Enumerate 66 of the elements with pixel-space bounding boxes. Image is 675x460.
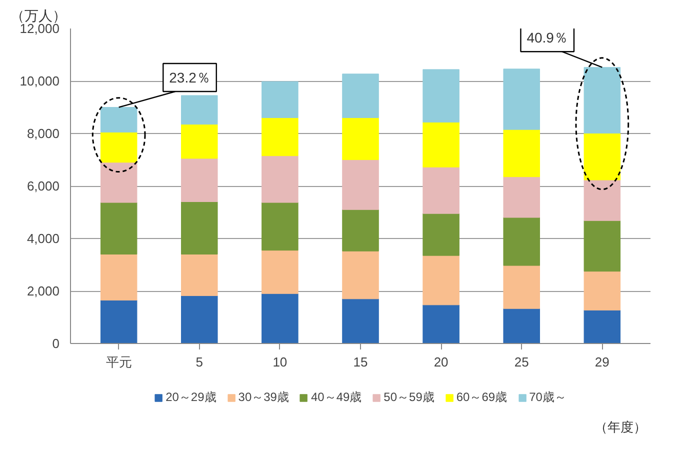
bar (584, 67, 621, 134)
x-tick-label: 29 (594, 354, 610, 370)
bar (262, 118, 298, 156)
bar (503, 176, 540, 218)
bar (422, 69, 460, 122)
bar (342, 209, 379, 252)
x-axis-title: （年度） (594, 420, 646, 434)
bar (503, 129, 540, 178)
x-tick-label: 平元 (106, 354, 132, 370)
bar (100, 107, 138, 132)
bar (181, 295, 218, 344)
bar (262, 293, 298, 344)
bar (584, 310, 621, 344)
bar (342, 250, 379, 300)
bar (342, 298, 379, 344)
legend-label: 20～29歳 (166, 389, 216, 406)
bar (342, 118, 379, 160)
y-tick-label: 12,000 (20, 21, 60, 36)
bar (100, 162, 138, 203)
bar (262, 250, 298, 294)
bar (262, 202, 298, 251)
legend-label: 70歳～ (529, 389, 566, 406)
bar (100, 254, 138, 300)
bar (422, 213, 460, 256)
legend-label: 60～69歳 (456, 389, 508, 406)
bar (584, 132, 621, 180)
bar (181, 254, 218, 296)
y-tick-label: 10,000 (20, 74, 60, 88)
bar (181, 202, 218, 254)
y-axis-title: （万人） (10, 8, 66, 24)
y-tick-label: 4,000 (26, 231, 60, 246)
legend-label: 30～39歳 (238, 389, 289, 406)
bar (181, 124, 218, 159)
y-tick-label: 6,000 (26, 178, 60, 194)
bar (503, 265, 540, 309)
bar (584, 220, 621, 272)
annotation: 40.9％ (526, 30, 568, 46)
bar (181, 158, 218, 202)
bar (584, 180, 621, 221)
x-tick-label: 10 (272, 354, 288, 370)
bar (181, 95, 218, 125)
bar (503, 68, 540, 130)
bar (342, 74, 379, 118)
bar (584, 271, 621, 310)
bar (503, 308, 540, 344)
bar (100, 300, 138, 344)
bar (422, 255, 460, 306)
y-tick-label: 8,000 (26, 126, 60, 141)
bar (100, 132, 138, 163)
bar (100, 202, 138, 254)
bar (503, 217, 540, 266)
bar (422, 304, 460, 344)
x-tick-label: 20 (434, 354, 448, 370)
x-tick-label: 25 (514, 354, 529, 370)
y-tick-label: 2,000 (26, 284, 60, 298)
bar (422, 166, 460, 214)
bar (342, 160, 379, 210)
bar (422, 122, 460, 168)
bar (262, 156, 298, 203)
y-tick-label: 0 (52, 336, 60, 351)
legend-label: 50～59歳 (384, 389, 434, 406)
x-tick-label: 5 (196, 354, 204, 370)
legend-label: 40～49歳 (310, 389, 362, 406)
annotation: 23.2％ (169, 70, 210, 86)
bar (262, 81, 298, 118)
x-tick-label: 15 (353, 354, 368, 370)
